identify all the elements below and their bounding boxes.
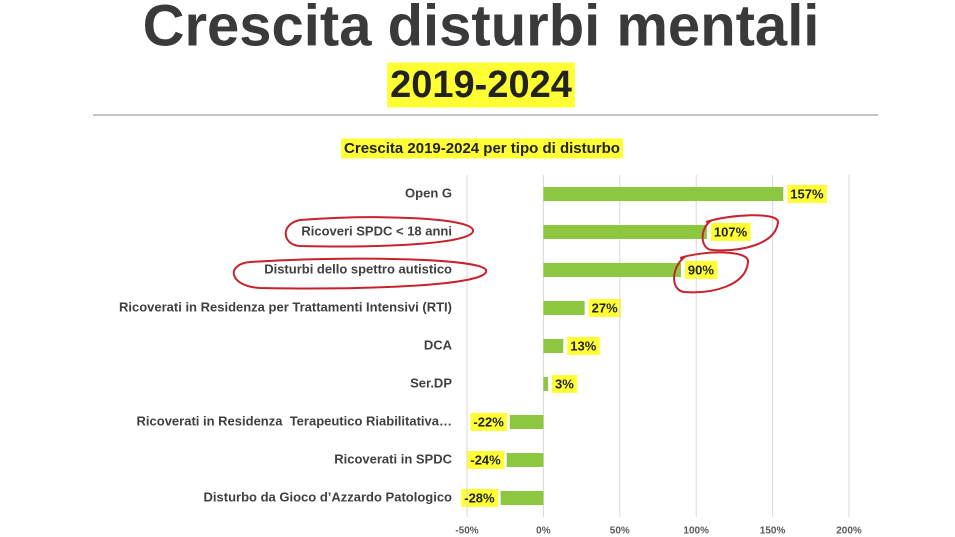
bar xyxy=(543,187,784,201)
y-tick-label: DCA xyxy=(424,337,453,352)
data-label: 27% xyxy=(592,300,618,315)
data-label: -24% xyxy=(470,452,501,467)
background-layer xyxy=(341,62,827,507)
data-label: 13% xyxy=(570,338,596,353)
y-tick-label: Open G xyxy=(405,185,452,200)
text-highlight xyxy=(588,298,622,317)
text-highlight xyxy=(787,184,827,203)
bar xyxy=(506,453,544,467)
y-tick-label: Ricoverati in Residenza per Trattamenti … xyxy=(119,299,452,314)
x-tick-label: 150% xyxy=(760,526,786,537)
y-tick-label: Ser.DP xyxy=(410,375,452,390)
bar xyxy=(543,339,564,353)
hand-circle xyxy=(701,214,780,252)
x-tick-label: -50% xyxy=(455,526,478,537)
chart-title: Crescita 2019-2024 per tipo di disturbo xyxy=(344,140,620,157)
hand-circle xyxy=(232,257,488,290)
data-label: 107% xyxy=(714,224,748,239)
text-highlight xyxy=(467,450,505,469)
y-tick-label: Disturbo da Gioco d’Azzardo Patologico xyxy=(204,489,453,504)
x-tick-label: 0% xyxy=(536,526,551,537)
text-highlight xyxy=(470,412,508,431)
hand-circle xyxy=(284,216,474,248)
text-highlight xyxy=(461,488,499,507)
y-tick-label: Ricoverati in SPDC xyxy=(334,451,452,466)
bar xyxy=(500,491,544,505)
text-highlight xyxy=(567,336,600,355)
x-tick-label: 50% xyxy=(610,526,630,537)
bar xyxy=(543,301,585,315)
annotations xyxy=(232,214,780,294)
y-tick-label: Ricoverati in Residenza Terapeutico Riab… xyxy=(137,413,452,428)
bar xyxy=(509,415,544,429)
text-highlight xyxy=(684,260,718,279)
slide-title: Crescita disturbi mentali xyxy=(143,0,820,58)
data-label: -22% xyxy=(473,414,504,429)
x-tick-label: 200% xyxy=(836,526,862,537)
x-tick-label: 100% xyxy=(683,526,709,537)
slide-subtitle: 2019-2024 xyxy=(390,64,572,106)
bar xyxy=(543,225,707,239)
bar xyxy=(543,263,681,277)
text-highlight xyxy=(387,62,575,108)
hand-circle xyxy=(673,251,749,294)
text-highlight xyxy=(710,222,751,241)
data-label: -28% xyxy=(464,490,495,505)
y-tick-label: Disturbi dello spettro autistico xyxy=(264,261,452,276)
text-highlight xyxy=(341,138,623,159)
y-tick-label: Ricoveri SPDC < 18 anni xyxy=(301,223,452,238)
data-label: 157% xyxy=(790,186,824,201)
data-label: 90% xyxy=(688,262,714,277)
bar xyxy=(543,377,548,391)
text-highlight xyxy=(551,374,578,393)
data-label: 3% xyxy=(555,376,574,391)
